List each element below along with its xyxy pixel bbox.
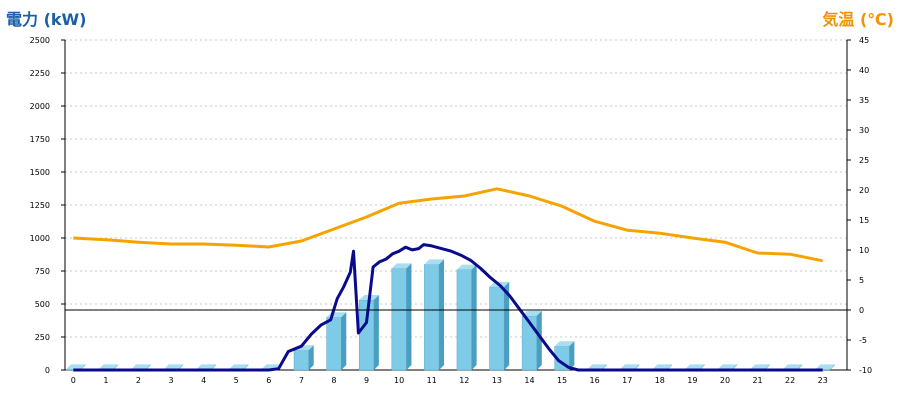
bar <box>326 312 347 371</box>
x-tick-label: 13 <box>492 376 502 385</box>
right-axis-title: 気温 (℃) <box>822 10 894 29</box>
power-line <box>73 243 823 372</box>
x-tick-label: 18 <box>655 376 665 385</box>
right-tick-label: 30 <box>859 126 869 135</box>
bar <box>424 259 445 371</box>
right-tick-label: 10 <box>859 246 869 255</box>
right-tick-label: 20 <box>859 186 869 195</box>
bar-series <box>65 259 836 371</box>
x-tick-label: 21 <box>752 376 762 385</box>
bar-top <box>391 263 412 269</box>
tick-labels: 02505007501000125015001750200022502500-1… <box>30 36 872 385</box>
bar-top <box>619 364 640 370</box>
x-tick-label: 0 <box>71 376 76 385</box>
right-tick-label: -10 <box>859 366 872 375</box>
temperature-line <box>73 187 823 263</box>
left-tick-label: 0 <box>45 366 50 375</box>
bar <box>489 281 510 371</box>
bar <box>456 264 477 371</box>
x-tick-label: 7 <box>299 376 304 385</box>
left-tick-label: 500 <box>35 300 50 309</box>
bar-front <box>424 264 440 371</box>
bar-top <box>815 364 836 370</box>
bar-top <box>685 364 705 370</box>
left-tick-label: 1000 <box>30 234 50 243</box>
x-tick-label: 4 <box>201 376 206 385</box>
bar-side <box>471 264 477 370</box>
bar-top <box>456 264 477 270</box>
bar-top <box>98 364 119 370</box>
bar-top <box>424 259 445 265</box>
right-tick-label: 0 <box>859 306 864 315</box>
bar-top <box>782 364 803 370</box>
x-tick-label: 9 <box>364 376 369 385</box>
bar-top <box>554 341 575 347</box>
gridlines <box>65 39 847 338</box>
bar-top <box>750 364 770 370</box>
x-tick-label: 17 <box>622 376 632 385</box>
bar-top <box>587 364 607 370</box>
bar-top <box>652 364 673 370</box>
bar-side <box>504 281 510 370</box>
bar-side <box>308 345 314 370</box>
bar <box>358 295 379 371</box>
x-tick-label: 19 <box>687 376 697 385</box>
left-tick-label: 2500 <box>30 36 50 45</box>
x-tick-label: 6 <box>266 376 271 385</box>
x-tick-label: 11 <box>427 376 437 385</box>
left-tick-label: 1750 <box>30 135 50 144</box>
left-tick-label: 2000 <box>30 102 50 111</box>
bar-side <box>341 312 347 370</box>
bar-top <box>65 364 86 370</box>
bar-front <box>391 268 407 371</box>
bar-top <box>717 364 738 370</box>
bar-front <box>489 286 505 371</box>
x-tick-label: 5 <box>234 376 239 385</box>
x-tick-label: 22 <box>785 376 795 385</box>
bar-front <box>293 349 309 371</box>
line-series <box>65 187 847 372</box>
bar-top <box>522 310 542 316</box>
right-tick-label: 5 <box>859 276 864 285</box>
bar-top <box>131 364 151 370</box>
x-tick-label: 14 <box>524 376 534 385</box>
bar-side <box>536 310 542 370</box>
x-tick-label: 8 <box>331 376 336 385</box>
bar-side <box>406 263 412 370</box>
bar-side <box>439 259 445 370</box>
bar-top <box>163 364 184 370</box>
bar-front <box>326 316 342 371</box>
left-tick-label: 2250 <box>30 69 50 78</box>
left-tick-label: 750 <box>35 267 50 276</box>
bar-side <box>830 364 836 370</box>
right-tick-label: 25 <box>859 156 869 165</box>
x-tick-label: 12 <box>459 376 469 385</box>
bar-side <box>373 295 379 370</box>
right-tick-label: 35 <box>859 96 869 105</box>
bar-front <box>456 269 472 371</box>
x-tick-label: 15 <box>557 376 567 385</box>
x-tick-label: 10 <box>394 376 404 385</box>
x-tick-label: 2 <box>136 376 141 385</box>
left-tick-label: 1250 <box>30 201 50 210</box>
right-tick-label: 45 <box>859 36 869 45</box>
x-tick-label: 16 <box>590 376 600 385</box>
bar-top <box>196 364 216 370</box>
right-tick-label: 40 <box>859 66 869 75</box>
x-tick-label: 3 <box>168 376 173 385</box>
bar <box>391 263 412 371</box>
x-tick-label: 23 <box>818 376 828 385</box>
left-tick-label: 1500 <box>30 168 50 177</box>
left-axis-title: 電力 (kW) <box>6 10 87 29</box>
x-tick-label: 20 <box>720 376 730 385</box>
left-tick-label: 250 <box>35 333 50 342</box>
right-tick-label: 15 <box>859 216 869 225</box>
right-tick-label: -5 <box>859 336 867 345</box>
bar-top <box>228 364 249 370</box>
x-tick-label: 1 <box>103 376 108 385</box>
bar-side <box>569 341 575 370</box>
bar <box>521 310 542 371</box>
